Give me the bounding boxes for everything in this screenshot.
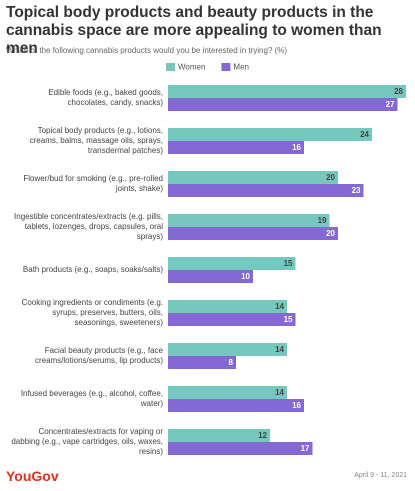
value-label: 20 (326, 173, 335, 182)
bar (168, 442, 313, 455)
value-label: 19 (318, 216, 327, 225)
bar (168, 386, 287, 399)
legend-swatch (166, 63, 175, 71)
legend-label: Men (233, 63, 249, 72)
bar (168, 356, 236, 369)
value-label: 14 (275, 388, 284, 397)
value-label: 16 (292, 401, 301, 410)
legend-label: Women (178, 63, 205, 72)
bar (168, 171, 338, 184)
brand: YouGov (6, 468, 59, 484)
bar (168, 313, 296, 326)
value-label: 27 (386, 100, 395, 109)
category-label: Infused beverages (e.g., alcohol, coffee… (20, 389, 163, 408)
bar (168, 141, 304, 154)
category-label: Flower/bud for smoking (e.g., pre-rolled… (23, 174, 163, 193)
value-label: 23 (352, 186, 361, 195)
bar (168, 270, 253, 283)
bar (168, 399, 304, 412)
bar (168, 429, 270, 442)
value-label: 15 (284, 259, 293, 268)
category-label: Topical body products (e.g., lotions, cr… (29, 126, 163, 155)
value-label: 12 (258, 431, 267, 440)
value-label: 16 (292, 143, 301, 152)
category-label: Edible foods (e.g., baked goods, chocola… (48, 88, 163, 107)
category-label: Concentrates/extracts for vaping or dabb… (11, 427, 163, 456)
value-label: 20 (326, 229, 335, 238)
category-label: Cooking ingredients or condiments (e.g. … (21, 298, 163, 327)
value-label: 8 (229, 358, 234, 367)
chart-title: Topical body products and beauty product… (6, 4, 382, 57)
bar (168, 214, 330, 227)
category-label: Facial beauty products (e.g., face cream… (34, 346, 163, 365)
value-label: 10 (241, 272, 250, 281)
bar (168, 227, 338, 240)
bar (168, 98, 398, 111)
value-label: 17 (301, 444, 310, 453)
category-label: Bath products (e.g., soaps, soaks/salts) (22, 265, 163, 274)
legend-swatch (221, 63, 231, 71)
category-label: Ingestible concentrates/extracts (e.g. p… (14, 212, 163, 241)
bar (168, 343, 287, 356)
date: April 9 - 11, 2021 (354, 472, 407, 479)
bar (168, 128, 372, 141)
value-label: 15 (284, 315, 293, 324)
value-label: 14 (275, 345, 284, 354)
value-label: 14 (275, 302, 284, 311)
bar (168, 184, 364, 197)
value-label: 28 (394, 87, 403, 96)
value-label: 24 (360, 130, 369, 139)
bar (168, 85, 406, 98)
chart-subtitle: Which of the following cannabis products… (6, 46, 288, 55)
bar (168, 257, 296, 270)
bar (168, 300, 287, 313)
